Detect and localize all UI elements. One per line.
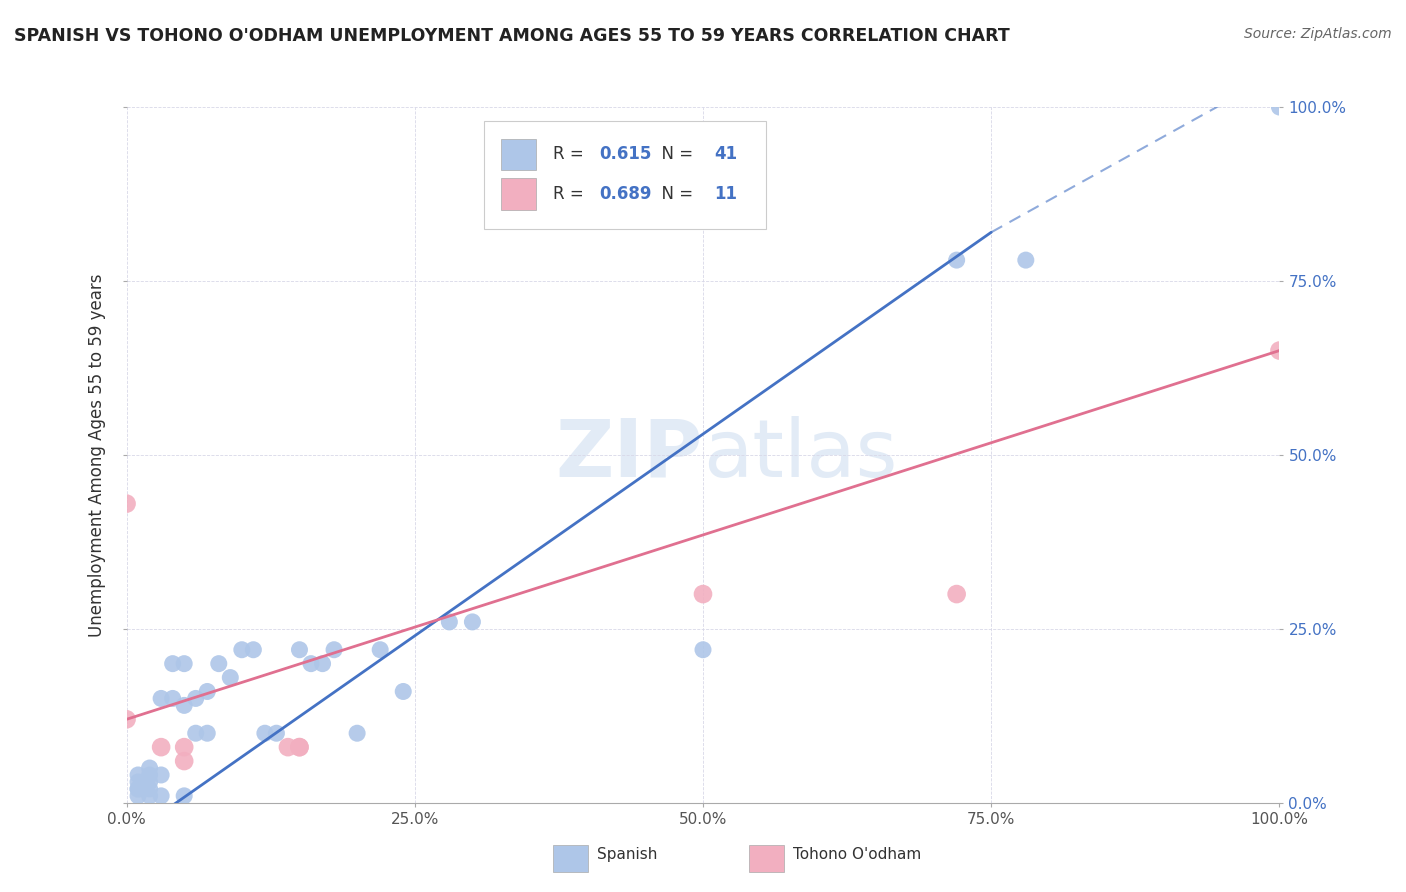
- Text: N =: N =: [651, 145, 699, 163]
- Point: [150, 768, 173, 782]
- Y-axis label: Unemployment Among Ages 55 to 59 years: Unemployment Among Ages 55 to 59 years: [89, 273, 107, 637]
- Point: [1268, 343, 1291, 358]
- Point: [368, 642, 391, 657]
- Point: [138, 781, 160, 796]
- Text: Tohono O'odham: Tohono O'odham: [793, 847, 921, 863]
- Text: 11: 11: [714, 185, 738, 203]
- Point: [1015, 253, 1038, 268]
- Point: [127, 781, 149, 796]
- Point: [311, 657, 333, 671]
- Point: [138, 789, 160, 803]
- Point: [173, 698, 195, 713]
- Point: [115, 712, 138, 726]
- Point: [299, 657, 322, 671]
- Text: N =: N =: [651, 185, 699, 203]
- Text: atlas: atlas: [703, 416, 897, 494]
- Text: R =: R =: [553, 185, 589, 203]
- Point: [461, 615, 484, 629]
- FancyBboxPatch shape: [501, 138, 536, 170]
- Point: [266, 726, 288, 740]
- Point: [127, 789, 149, 803]
- Point: [162, 657, 184, 671]
- Point: [253, 726, 276, 740]
- Text: 0.689: 0.689: [599, 185, 652, 203]
- Point: [173, 657, 195, 671]
- Point: [945, 587, 967, 601]
- Text: Source: ZipAtlas.com: Source: ZipAtlas.com: [1244, 27, 1392, 41]
- Point: [277, 740, 299, 755]
- FancyBboxPatch shape: [749, 845, 783, 872]
- Point: [115, 497, 138, 511]
- Point: [138, 768, 160, 782]
- Point: [288, 740, 311, 755]
- Point: [945, 253, 967, 268]
- Point: [242, 642, 264, 657]
- FancyBboxPatch shape: [501, 178, 536, 210]
- Text: SPANISH VS TOHONO O'ODHAM UNEMPLOYMENT AMONG AGES 55 TO 59 YEARS CORRELATION CHA: SPANISH VS TOHONO O'ODHAM UNEMPLOYMENT A…: [14, 27, 1010, 45]
- Point: [195, 684, 218, 698]
- Point: [231, 642, 253, 657]
- Point: [439, 615, 461, 629]
- Point: [219, 671, 242, 685]
- Point: [150, 789, 173, 803]
- Point: [150, 691, 173, 706]
- Point: [692, 642, 714, 657]
- Point: [323, 642, 346, 657]
- FancyBboxPatch shape: [484, 121, 766, 229]
- Point: [184, 726, 207, 740]
- Text: 41: 41: [714, 145, 738, 163]
- FancyBboxPatch shape: [553, 845, 588, 872]
- Point: [288, 642, 311, 657]
- Point: [127, 775, 149, 789]
- Point: [150, 740, 173, 755]
- Point: [346, 726, 368, 740]
- Point: [288, 740, 311, 755]
- Point: [138, 775, 160, 789]
- Point: [173, 789, 195, 803]
- Point: [1268, 100, 1291, 114]
- Text: ZIP: ZIP: [555, 416, 703, 494]
- Point: [162, 691, 184, 706]
- Text: Spanish: Spanish: [598, 847, 658, 863]
- Text: 0.615: 0.615: [599, 145, 651, 163]
- Point: [692, 587, 714, 601]
- Text: R =: R =: [553, 145, 589, 163]
- Point: [173, 754, 195, 768]
- Point: [127, 768, 149, 782]
- Point: [195, 726, 218, 740]
- Point: [208, 657, 231, 671]
- Point: [392, 684, 415, 698]
- Point: [138, 761, 160, 775]
- Point: [127, 781, 149, 796]
- Point: [184, 691, 207, 706]
- Point: [173, 740, 195, 755]
